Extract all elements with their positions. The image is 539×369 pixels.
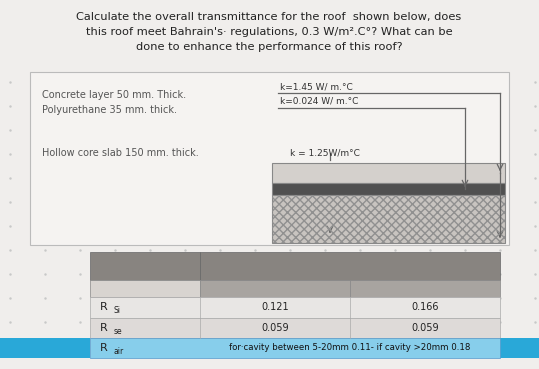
- Text: R: R: [100, 343, 108, 353]
- Text: k = 1.25W/m°C: k = 1.25W/m°C: [290, 148, 360, 157]
- Text: Hollow core slab 150 mm. thick.: Hollow core slab 150 mm. thick.: [42, 148, 199, 158]
- Bar: [90, 297, 500, 318]
- Text: 0.059: 0.059: [261, 323, 289, 333]
- Bar: [0, 338, 90, 358]
- Text: Calculate the overall transmittance for the roof  shown below, does: Calculate the overall transmittance for …: [77, 12, 461, 22]
- Bar: [90, 280, 200, 297]
- Text: for·cavity between 5-20mm 0.11- if cavity >20mm 0.18: for·cavity between 5-20mm 0.11- if cavit…: [229, 344, 471, 352]
- Text: Roof m²KW: Roof m²KW: [402, 284, 448, 293]
- Text: 0.059: 0.059: [411, 323, 439, 333]
- Bar: [200, 280, 350, 297]
- Bar: [200, 252, 500, 280]
- Text: this roof meet Bahrain's· regulations, 0.3 W/m².C°? What can be: this roof meet Bahrain's· regulations, 0…: [86, 27, 452, 37]
- Text: Wall m²KW: Wall m²KW: [252, 284, 298, 293]
- Bar: [90, 252, 500, 338]
- Text: k=1.45 W/ m.°C: k=1.45 W/ m.°C: [280, 82, 353, 91]
- Bar: [500, 338, 539, 358]
- Bar: [350, 280, 500, 297]
- Bar: [272, 195, 505, 243]
- Text: done to enhance the performance of this roof?: done to enhance the performance of this …: [136, 42, 402, 52]
- Text: air: air: [114, 346, 125, 355]
- Bar: [272, 195, 505, 243]
- Text: Surface
resistance (Heat flow): Surface resistance (Heat flow): [95, 256, 195, 276]
- Bar: [272, 183, 505, 195]
- Text: Si: Si: [114, 306, 121, 315]
- Bar: [90, 318, 500, 338]
- Text: R: R: [100, 323, 108, 333]
- Text: 0.166: 0.166: [411, 303, 439, 313]
- Text: se: se: [114, 327, 123, 335]
- Bar: [272, 163, 505, 183]
- Text: Direction of Flow: Direction of Flow: [303, 261, 397, 271]
- Bar: [0, 0, 539, 68]
- Text: Concrete layer 50 mm. Thick.: Concrete layer 50 mm. Thick.: [42, 90, 186, 100]
- Bar: [90, 338, 500, 358]
- Bar: [30, 72, 509, 245]
- Bar: [90, 252, 200, 280]
- Text: 0.121: 0.121: [261, 303, 289, 313]
- Text: R: R: [100, 303, 108, 313]
- Text: Polyurethane 35 mm. thick.: Polyurethane 35 mm. thick.: [42, 105, 177, 115]
- Text: k=0.024 W/ m.°C: k=0.024 W/ m.°C: [280, 97, 358, 106]
